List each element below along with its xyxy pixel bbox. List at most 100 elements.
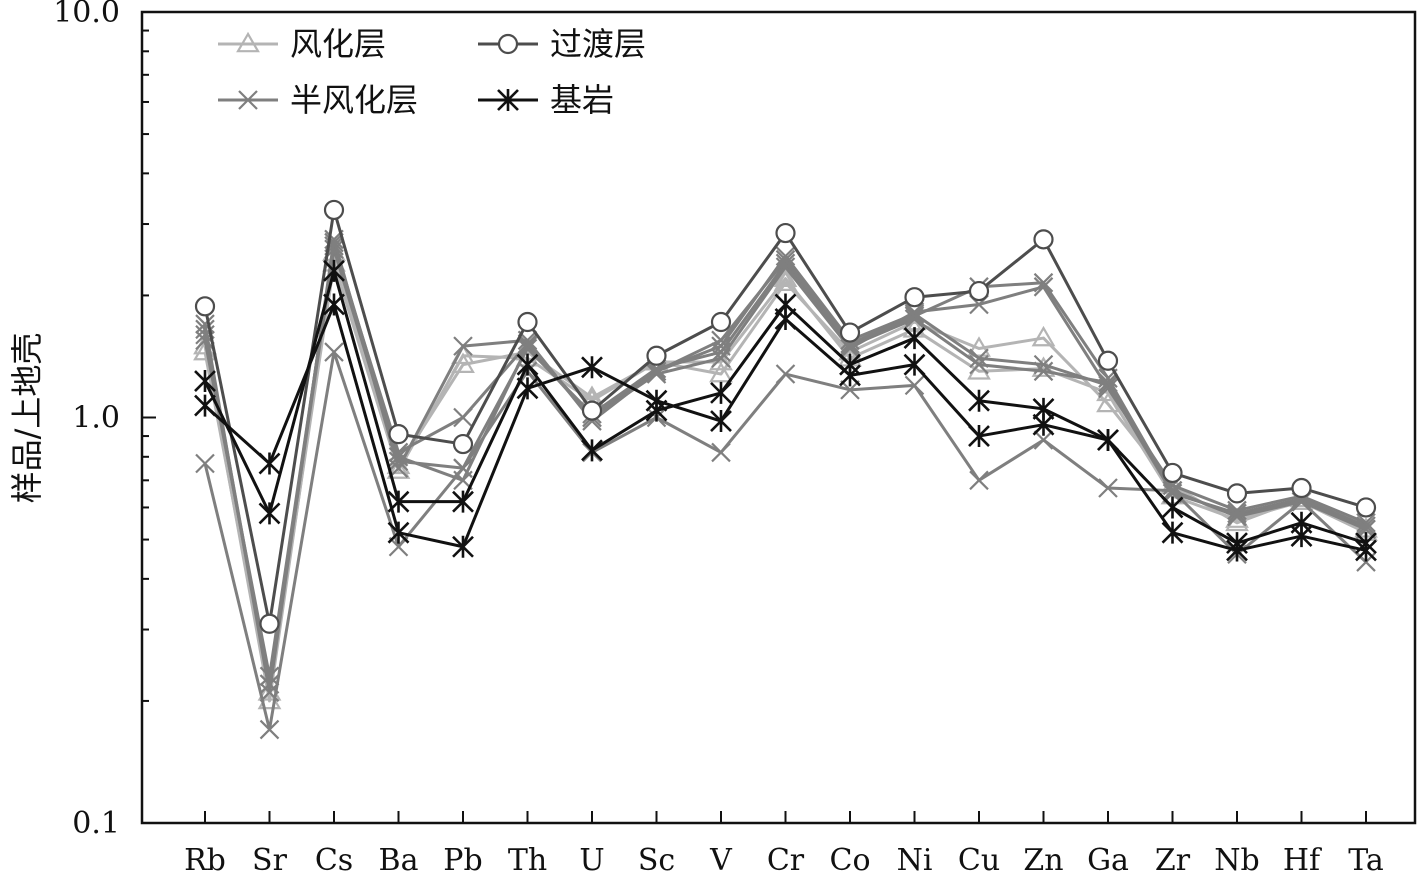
- x-axis: Rb Sr Cs Ba Pb Th U Sc V Cr Co Ni Cu Zn Ga Zr Nb Hf Ta: [184, 811, 1384, 871]
- x-category-label: Ni: [897, 843, 933, 871]
- asterisk-marker: [194, 370, 216, 393]
- series-line: [203, 261, 1367, 694]
- y-tick-label: 1.0: [72, 401, 120, 436]
- circle-marker: [517, 311, 538, 333]
- asterisk-marker: [452, 490, 474, 513]
- x-marker: [904, 375, 925, 396]
- asterisk-marker: [1226, 539, 1248, 562]
- x-marker: [453, 407, 473, 428]
- legend-item-0: 风化层: [218, 25, 386, 63]
- circle-marker: [1226, 483, 1248, 504]
- x-marker: [388, 536, 409, 557]
- asterisk-marker: [1097, 429, 1119, 452]
- y-axis-label: 样品/上地壳: [8, 333, 46, 504]
- x-category-label: Hf: [1283, 843, 1322, 871]
- x-marker: [1033, 361, 1054, 382]
- x-marker: [775, 249, 796, 270]
- x-marker: [1098, 478, 1118, 498]
- circle-marker: [388, 424, 409, 445]
- series-2: [194, 199, 1377, 634]
- circle-marker: [775, 222, 796, 244]
- plot-frame: [140, 10, 1417, 825]
- y-axis: 0.1 1.0 10.0: [53, 0, 156, 841]
- x-category-label: Th: [508, 843, 547, 871]
- y-tick-label: 10.0: [53, 0, 120, 30]
- x-marker: [453, 458, 473, 478]
- x-marker: [1162, 480, 1183, 501]
- x-category-label: U: [579, 843, 604, 871]
- x-category-label: Zr: [1155, 843, 1191, 871]
- legend-item-1: 过渡层: [478, 25, 646, 63]
- x-marker: [775, 364, 796, 384]
- triangle-marker: [967, 336, 991, 357]
- x-marker: [1098, 378, 1118, 399]
- y-tick-label: 0.1: [72, 806, 120, 841]
- x-category-label: Sr: [252, 843, 288, 871]
- x-category-label: Nb: [1214, 843, 1259, 871]
- x-marker: [711, 330, 731, 351]
- series-8: [194, 259, 1377, 555]
- asterisk-marker: [839, 364, 861, 387]
- asterisk-marker: [452, 535, 474, 558]
- circle-marker: [1355, 497, 1377, 518]
- x-category-label: Pb: [443, 843, 482, 871]
- x-marker: [1356, 513, 1376, 533]
- legend-label: 风化层: [290, 25, 386, 63]
- circle-marker: [1291, 477, 1312, 499]
- triangle-marker: [773, 266, 798, 287]
- x-marker: [259, 719, 280, 740]
- legend-label: 过渡层: [550, 25, 646, 63]
- triangle-marker: [236, 31, 260, 53]
- series-layer: [193, 199, 1378, 740]
- x-marker: [238, 90, 258, 110]
- circle-marker: [1162, 462, 1183, 484]
- asterisk-marker: [968, 389, 990, 412]
- x-marker: [388, 458, 409, 478]
- x-marker: [453, 336, 473, 356]
- circle-marker: [581, 400, 603, 421]
- x-marker: [711, 348, 731, 369]
- x-category-label: Ga: [1087, 843, 1129, 871]
- asterisk-marker: [516, 377, 539, 400]
- x-marker: [1033, 430, 1054, 450]
- asterisk-marker: [1161, 521, 1184, 544]
- x-marker: [646, 361, 667, 382]
- circle-marker: [452, 433, 474, 455]
- asterisk-marker: [387, 521, 410, 544]
- asterisk-marker: [1355, 539, 1377, 562]
- x-category-label: Cr: [767, 843, 805, 871]
- x-marker: [259, 666, 280, 687]
- circle-marker: [904, 287, 925, 308]
- x-category-label: Ta: [1348, 843, 1384, 871]
- x-category-label: V: [709, 843, 733, 871]
- x-category-label: Ba: [379, 843, 419, 871]
- asterisk-marker: [323, 293, 345, 316]
- x-category-label: Cu: [958, 843, 1000, 871]
- legend-item-3: 基岩: [478, 81, 614, 119]
- x-marker: [904, 306, 925, 326]
- x-marker: [1227, 506, 1247, 527]
- triangle-marker: [709, 361, 733, 383]
- x-category-label: Cs: [315, 843, 353, 871]
- asterisk-marker: [774, 307, 797, 330]
- asterisk-marker: [516, 353, 539, 376]
- asterisk-marker: [710, 410, 732, 433]
- circle-marker: [839, 322, 861, 343]
- asterisk-marker: [581, 439, 603, 462]
- circle-marker: [497, 33, 519, 55]
- triangle-marker: [1031, 325, 1056, 347]
- x-category-label: Sc: [638, 843, 675, 871]
- legend-label: 半风化层: [290, 81, 418, 119]
- asterisk-marker: [968, 425, 990, 448]
- asterisk-marker: [581, 356, 603, 379]
- x-marker: [775, 257, 796, 277]
- x-category-label: Co: [829, 843, 870, 871]
- legend-label: 基岩: [550, 81, 614, 119]
- asterisk-marker: [1290, 525, 1313, 548]
- asterisk-marker: [194, 394, 216, 417]
- x-marker: [969, 354, 989, 375]
- triangle-marker: [386, 458, 411, 479]
- circle-marker: [968, 280, 990, 302]
- series-9: [194, 293, 1377, 562]
